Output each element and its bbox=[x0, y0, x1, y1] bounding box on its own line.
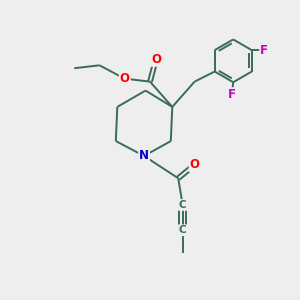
Text: C: C bbox=[179, 225, 187, 235]
Text: O: O bbox=[190, 158, 200, 171]
Text: O: O bbox=[120, 72, 130, 85]
Text: O: O bbox=[151, 53, 161, 66]
Text: F: F bbox=[260, 44, 268, 57]
Text: F: F bbox=[228, 88, 236, 101]
Text: N: N bbox=[139, 149, 149, 162]
Text: C: C bbox=[179, 200, 187, 210]
